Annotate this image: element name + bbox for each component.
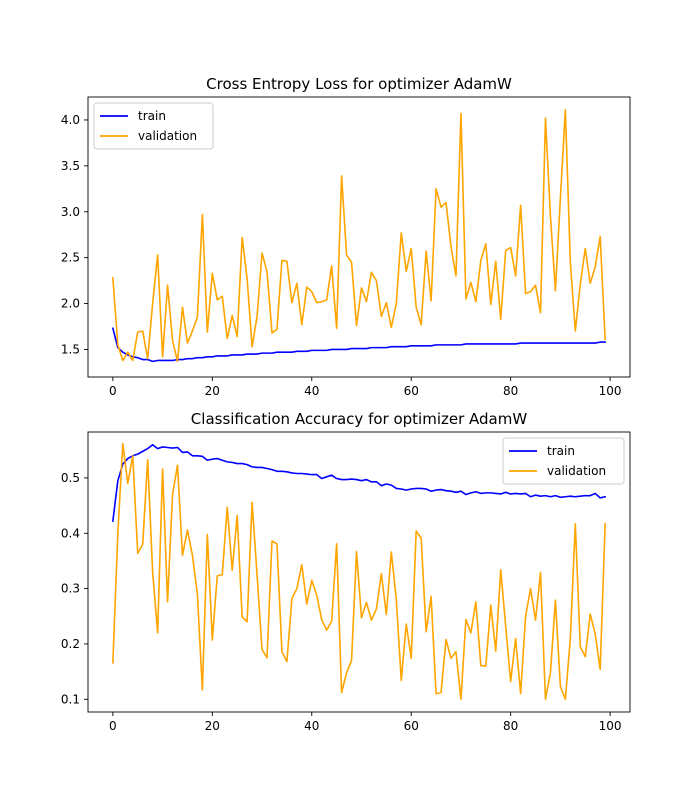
legend-label-train: train (138, 109, 166, 123)
x-tick-label: 60 (404, 384, 419, 398)
chart-title: Cross Entropy Loss for optimizer AdamW (206, 75, 512, 93)
plot-frame (87, 431, 631, 713)
x-tick-label: 0 (109, 719, 117, 733)
chart-1: Cross Entropy Loss for optimizer AdamW 0 2… (61, 75, 631, 398)
legend-box (502, 437, 625, 485)
y-tick-label: 0.2 (61, 637, 80, 651)
y-tick-label: 0.3 (61, 582, 80, 596)
series-line-train (111, 443, 607, 522)
legend-label-validation: validation (547, 464, 606, 478)
x-tick-label: 0 (109, 384, 117, 398)
x-tick-label: 100 (599, 384, 622, 398)
y-tick-label: 3.5 (61, 159, 80, 173)
y-tick-label: 2.0 (61, 297, 80, 311)
x-tick-label: 40 (304, 384, 319, 398)
y-tick-label: 0.5 (61, 471, 80, 485)
x-tick-label: 20 (205, 384, 220, 398)
legend-label-train: train (547, 444, 575, 458)
x-tick-label: 80 (503, 384, 518, 398)
x-tick-label: 100 (599, 719, 622, 733)
series-line-validation (112, 109, 606, 363)
series-line-validation (112, 442, 606, 701)
y-tick-label: 4.0 (61, 113, 80, 127)
y-tick-label: 3.0 (61, 205, 80, 219)
y-tick-label: 0.1 (61, 692, 80, 706)
y-tick-label: 2.5 (61, 251, 80, 265)
chart-2: Classification Accuracy for optimizer Ad… (61, 410, 631, 733)
plot-frame (87, 96, 631, 378)
y-tick-label: 1.5 (61, 342, 80, 356)
series-line-train (111, 327, 606, 363)
x-tick-label: 60 (404, 719, 419, 733)
legend-label-validation: validation (138, 129, 197, 143)
x-tick-label: 80 (503, 719, 518, 733)
y-tick-label: 0.4 (61, 526, 80, 540)
x-tick-label: 20 (205, 719, 220, 733)
x-tick-label: 40 (304, 719, 319, 733)
legend-box (93, 102, 214, 150)
chart-title: Classification Accuracy for optimizer Ad… (191, 410, 528, 428)
